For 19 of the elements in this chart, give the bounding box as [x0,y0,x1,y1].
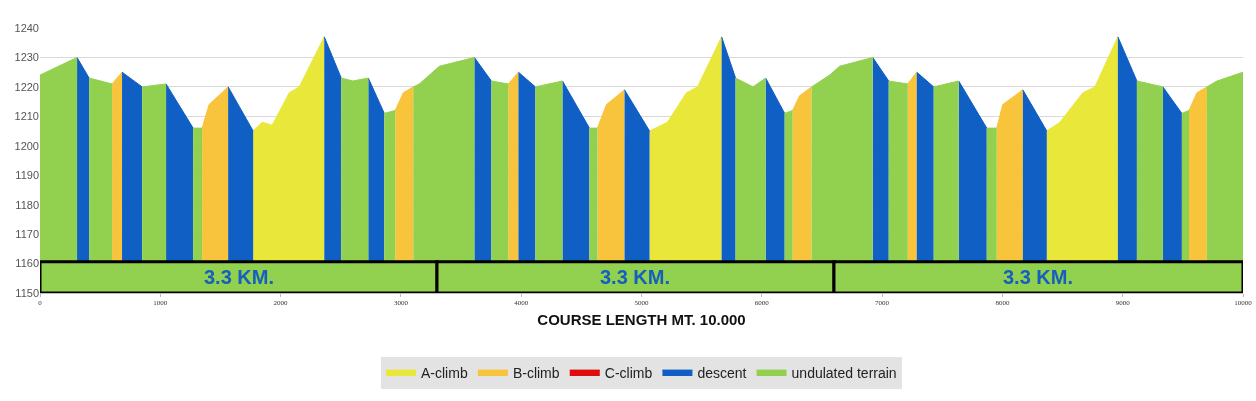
y-tick-label: 1230 [14,51,39,64]
y-tick-label: 1210 [14,110,39,123]
legend-label: A-climb [421,364,468,381]
y-tick-label: 1180 [15,198,39,211]
y-tick-label: 1160 [15,257,39,270]
y-tick-label: 1170 [15,227,39,240]
y-tick-label: 1150 [15,286,39,299]
y-tick-label: 1190 [15,169,39,182]
y-tick-label: 1240 [14,21,39,34]
band-label: 3.3 KM. [1003,266,1074,288]
legend-label: undulated terrain [791,364,897,381]
legend-label: C-climb [604,364,653,381]
y-tick-label: 1200 [14,139,39,152]
x-axis-title: COURSE LENGTH MT. 10.000 [537,311,746,329]
legend-label: descent [697,364,747,381]
legend-label: B-climb [512,364,560,381]
band-label: 3.3 KM. [204,266,275,288]
y-tick-label: 1220 [14,80,39,93]
band-label: 3.3 KM. [600,266,671,288]
